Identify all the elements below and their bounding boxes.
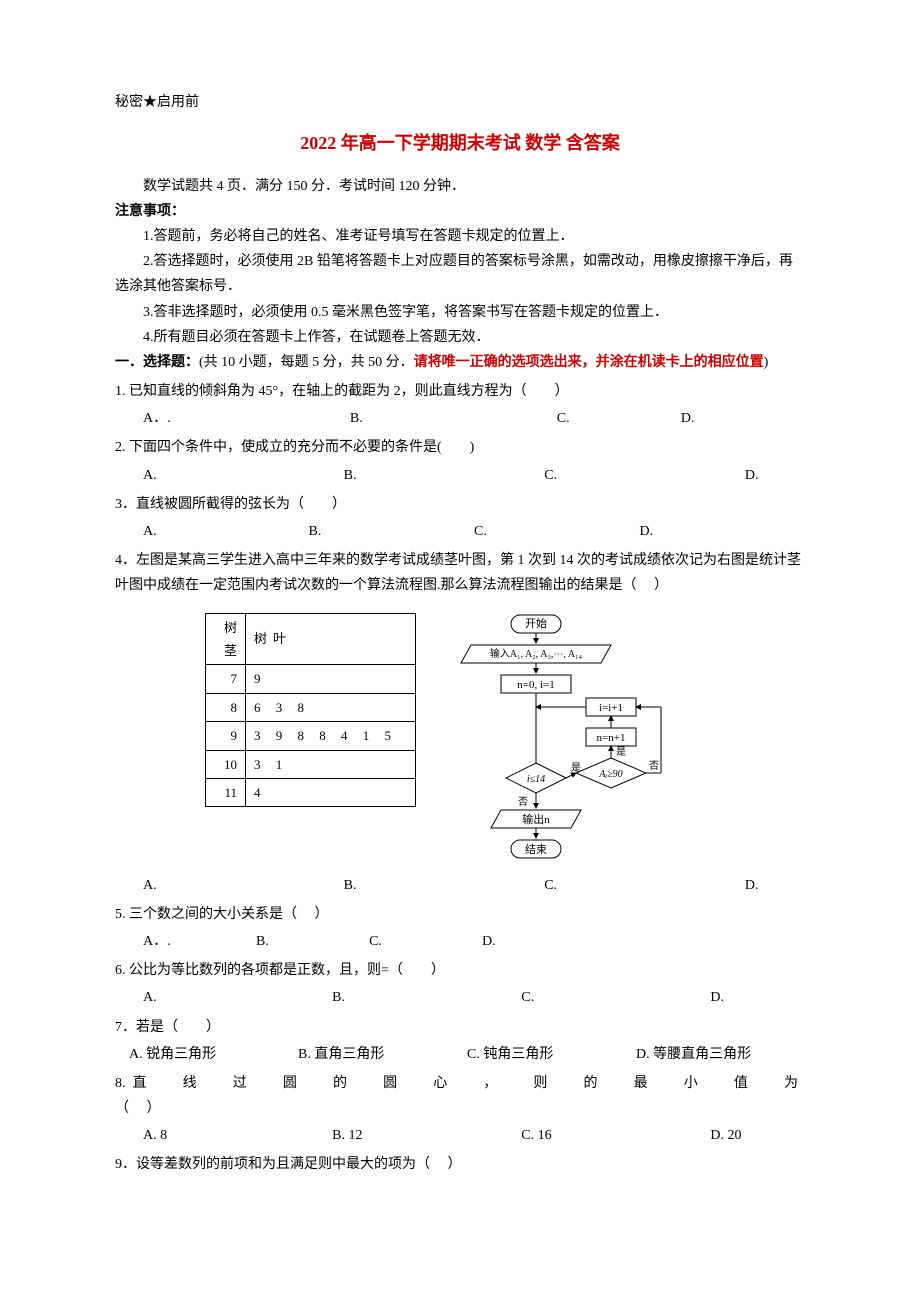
sl-leaf-4: 4 bbox=[246, 778, 416, 806]
q7-opt-c: C. 钝角三角形 bbox=[467, 1042, 636, 1067]
notice-4: 4.所有题目必须在答题卡上作答，在试题卷上答题无效． bbox=[115, 325, 805, 350]
q5-opt-d: D. bbox=[482, 929, 805, 954]
q1-opt-b: B. bbox=[350, 406, 557, 431]
sl-leaf-3: 3 1 bbox=[246, 750, 416, 778]
section-1-close: ) bbox=[764, 355, 769, 370]
q3-options: A. B. C. D. bbox=[143, 519, 805, 544]
question-2: 2. 下面四个条件中，使成立的充分而不必要的条件是( ) bbox=[115, 435, 805, 460]
stemleaf-head-stem: 树茎 bbox=[206, 613, 246, 665]
question-9: 9．设等差数列的前项和为且满足则中最大的项为（ ） bbox=[115, 1152, 805, 1177]
q8-opt-b: B. 12 bbox=[332, 1123, 521, 1148]
section-1-rule: 请将唯一正确的选项选出来，并涂在机读卡上的相应位置 bbox=[414, 355, 764, 370]
q8-options: A. 8 B. 12 C. 16 D. 20 bbox=[143, 1123, 805, 1148]
question-4: 4．左图是某高三学生进入高中三年来的数学考试成绩茎叶图，第 1 次到 14 次的… bbox=[115, 548, 805, 598]
stemleaf-head-leaf: 树叶 bbox=[246, 613, 416, 665]
q4-figures: 树茎 树叶 79 86 3 8 93 9 8 8 4 1 5 103 1 114… bbox=[115, 613, 805, 863]
q6-options: A. B. C. D. bbox=[143, 985, 805, 1010]
q4-opt-a: A. bbox=[143, 873, 344, 898]
q3-opt-d: D. bbox=[640, 519, 806, 544]
question-7: 7．若是（ ） bbox=[115, 1015, 805, 1040]
q3-opt-b: B. bbox=[309, 519, 475, 544]
q8-lead: 8. bbox=[115, 1071, 126, 1096]
q8-tail: （ ） bbox=[115, 1096, 805, 1121]
q6-opt-a: A. bbox=[143, 985, 332, 1010]
q1-opt-a: A．. bbox=[143, 406, 350, 431]
svg-text:结束: 结束 bbox=[525, 843, 547, 856]
q1-options: A．. B. C. D. bbox=[143, 406, 805, 431]
svg-text:是: 是 bbox=[571, 762, 581, 774]
exam-intro: 数学试题共 4 页．满分 150 分．考试时间 120 分钟． bbox=[115, 174, 805, 199]
flowchart-diagram: 开始 输入A₁, A₂, A₃,⋯, A₁₄ n=0, i=1 i=i+1 n=… bbox=[446, 613, 676, 863]
q7-opt-a: A. 锐角三角形 bbox=[129, 1042, 298, 1067]
svg-text:输入A₁, A₂, A₃,⋯, A₁₄: 输入A₁, A₂, A₃,⋯, A₁₄ bbox=[490, 647, 583, 660]
question-8: 8. 直线过圆的圆心，则的最小值为 bbox=[115, 1071, 805, 1096]
section-1-info: (共 10 小题，每题 5 分，共 50 分． bbox=[199, 355, 414, 370]
q8-body: 直线过圆的圆心，则的最小值为 bbox=[126, 1071, 806, 1096]
svg-text:n=n+1: n=n+1 bbox=[597, 732, 626, 744]
notice-heading: 注意事项： bbox=[115, 199, 805, 224]
svg-text:否: 否 bbox=[649, 760, 659, 772]
question-1: 1. 已知直线的倾斜角为 45°，在轴上的截距为 2，则此直线方程为（ ） bbox=[115, 379, 805, 404]
q1-opt-c: C. bbox=[557, 406, 681, 431]
svg-text:开始: 开始 bbox=[525, 616, 547, 630]
q7-opt-b: B. 直角三角形 bbox=[298, 1042, 467, 1067]
q3-opt-c: C. bbox=[474, 519, 640, 544]
svg-text:输出n: 输出n bbox=[522, 812, 550, 826]
sl-stem-1: 8 bbox=[206, 693, 246, 721]
notice-3: 3.答非选择题时，必须使用 0.5 毫米黑色签字笔，将答案书写在答题卡规定的位置… bbox=[115, 300, 805, 325]
notice-2: 2.答选择题时，必须使用 2B 铅笔将答题卡上对应题目的答案标号涂黑，如需改动，… bbox=[115, 249, 805, 299]
sl-stem-2: 9 bbox=[206, 722, 246, 750]
q5-opt-b: B. bbox=[256, 929, 369, 954]
q1-opt-d: D. bbox=[681, 406, 805, 431]
sl-stem-0: 7 bbox=[206, 665, 246, 693]
q2-opt-d: D. bbox=[745, 463, 805, 488]
q6-opt-c: C. bbox=[521, 985, 710, 1010]
q4-options: A. B. C. D. bbox=[143, 873, 805, 898]
q7-options: A. 锐角三角形 B. 直角三角形 C. 钝角三角形 D. 等腰直角三角形 bbox=[129, 1042, 805, 1067]
q8-opt-c: C. 16 bbox=[521, 1123, 710, 1148]
q2-options: A. B. C. D. bbox=[143, 463, 805, 488]
sl-leaf-2: 3 9 8 8 4 1 5 bbox=[246, 722, 416, 750]
svg-text:i≤14: i≤14 bbox=[527, 774, 545, 785]
section-1-lead: 一．选择题： bbox=[115, 355, 199, 370]
svg-text:否: 否 bbox=[518, 796, 528, 808]
svg-text:Aᵢ≥90: Aᵢ≥90 bbox=[598, 769, 622, 780]
q4-opt-c: C. bbox=[544, 873, 745, 898]
svg-text:i=i+1: i=i+1 bbox=[599, 702, 623, 714]
q5-opt-c: C. bbox=[369, 929, 482, 954]
q8-opt-d: D. 20 bbox=[710, 1123, 805, 1148]
question-6: 6. 公比为等比数列的各项都是正数，且，则=（ ） bbox=[115, 958, 805, 983]
secret-header: 秘密★启用前 bbox=[115, 90, 805, 115]
section-1-heading: 一．选择题：(共 10 小题，每题 5 分，共 50 分．请将唯一正确的选项选出… bbox=[115, 350, 805, 375]
sl-stem-4: 11 bbox=[206, 778, 246, 806]
q8-opt-a: A. 8 bbox=[143, 1123, 332, 1148]
q6-opt-b: B. bbox=[332, 985, 521, 1010]
svg-text:是: 是 bbox=[616, 746, 626, 758]
q4-opt-b: B. bbox=[344, 873, 545, 898]
q2-opt-b: B. bbox=[344, 463, 545, 488]
sl-leaf-1: 6 3 8 bbox=[246, 693, 416, 721]
q6-opt-d: D. bbox=[710, 985, 805, 1010]
q5-opt-a: A．. bbox=[143, 929, 256, 954]
q2-opt-a: A. bbox=[143, 463, 344, 488]
exam-title: 2022 年高一下学期期末考试 数学 含答案 bbox=[115, 127, 805, 159]
question-5: 5. 三个数之间的大小关系是（ ） bbox=[115, 902, 805, 927]
svg-text:n=0, i=1: n=0, i=1 bbox=[517, 679, 554, 691]
q7-opt-d: D. 等腰直角三角形 bbox=[636, 1042, 805, 1067]
q2-opt-c: C. bbox=[544, 463, 745, 488]
q3-opt-a: A. bbox=[143, 519, 309, 544]
q4-opt-d: D. bbox=[745, 873, 805, 898]
sl-stem-3: 10 bbox=[206, 750, 246, 778]
sl-leaf-0: 9 bbox=[246, 665, 416, 693]
notice-1: 1.答题前，务必将自己的姓名、准考证号填写在答题卡规定的位置上． bbox=[115, 224, 805, 249]
question-3: 3．直线被圆所截得的弦长为（ ） bbox=[115, 492, 805, 517]
stem-leaf-table: 树茎 树叶 79 86 3 8 93 9 8 8 4 1 5 103 1 114 bbox=[205, 613, 416, 808]
q5-options: A．. B. C. D. bbox=[143, 929, 805, 954]
